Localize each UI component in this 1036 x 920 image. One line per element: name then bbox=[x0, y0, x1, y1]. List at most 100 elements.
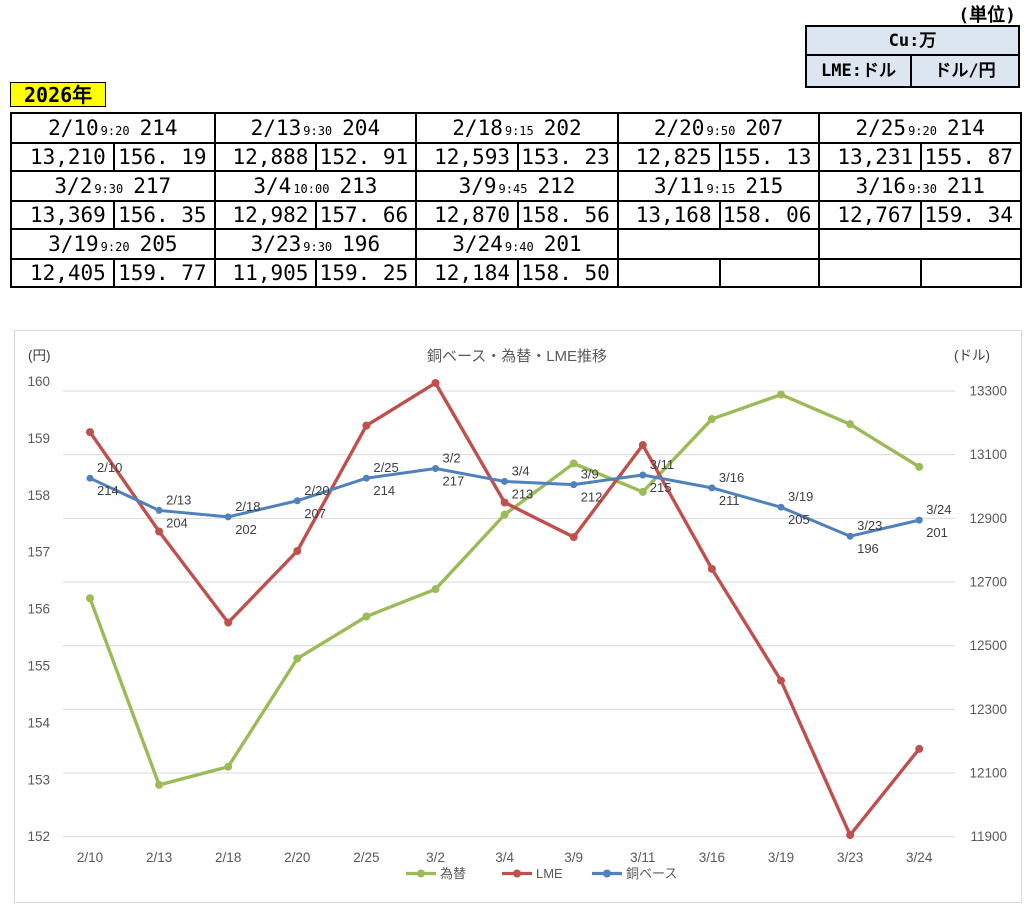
rate-cell[interactable] bbox=[920, 260, 1020, 286]
date-cell[interactable]: 3/11 9:15 215 bbox=[619, 172, 819, 200]
lme-cell[interactable]: 12,870 bbox=[434, 203, 510, 227]
lme-cell[interactable]: 11,905 bbox=[232, 261, 309, 285]
rate-cell[interactable]: 155. 87 bbox=[920, 144, 1020, 170]
legend-label: 銅ベース bbox=[626, 866, 677, 881]
rate-cell[interactable]: 155. 13 bbox=[718, 144, 819, 170]
legend-item-為替[interactable]: 為替 bbox=[406, 866, 466, 881]
unit-note: (単位) bbox=[958, 5, 1016, 26]
price-group: 3/19 9:20 205 12,405 159. 77 bbox=[12, 230, 214, 286]
data-point bbox=[500, 498, 509, 507]
data-point bbox=[915, 744, 924, 753]
series-為替 bbox=[86, 390, 924, 789]
date-cell[interactable]: 2/10 9:20 214 bbox=[12, 114, 214, 142]
time-text: 9:30 bbox=[303, 124, 333, 138]
lme-cell[interactable]: 13,231 bbox=[837, 145, 914, 169]
legend-item-銅ベース[interactable]: 銅ベース bbox=[592, 866, 677, 881]
legend-item-LME[interactable]: LME bbox=[502, 866, 563, 881]
lme-cell[interactable]: 12,825 bbox=[635, 145, 712, 169]
rate-cell[interactable]: 158. 50 bbox=[516, 260, 617, 286]
lme-cell[interactable]: 12,405 bbox=[29, 261, 106, 285]
data-point bbox=[638, 441, 647, 450]
rate-cell[interactable]: 159. 25 bbox=[315, 260, 415, 286]
date-cell[interactable] bbox=[820, 230, 1020, 258]
date-cell[interactable]: 3/9 9:45 212 bbox=[417, 172, 617, 200]
time-text: 9:20 bbox=[100, 124, 130, 138]
cu-value: 196 bbox=[342, 232, 381, 256]
date-cell[interactable] bbox=[619, 230, 819, 258]
date-text: 3/11 bbox=[653, 174, 705, 198]
x-axis-tick: 3/24 bbox=[906, 850, 933, 865]
date-text: 3/16 bbox=[855, 174, 907, 198]
lme-cell[interactable]: 12,767 bbox=[837, 203, 914, 227]
lme-cell[interactable]: 12,593 bbox=[434, 145, 510, 169]
rate-cell[interactable]: 153. 23 bbox=[516, 144, 617, 170]
lme-cell[interactable]: 13,210 bbox=[29, 145, 106, 169]
cu-value: 214 bbox=[946, 116, 985, 140]
date-text: 3/24 bbox=[452, 232, 503, 256]
point-label-date: 3/11 bbox=[650, 457, 674, 472]
time-text: 9:45 bbox=[498, 182, 528, 196]
unit-lme-cell: LME:ドル bbox=[821, 61, 896, 81]
lme-cell[interactable] bbox=[619, 260, 719, 286]
value-row: 12,767 159. 34 bbox=[820, 200, 1020, 228]
lme-cell[interactable]: 13,168 bbox=[635, 203, 712, 227]
date-cell[interactable]: 2/20 9:50 207 bbox=[619, 114, 819, 142]
rate-cell[interactable]: 158. 06 bbox=[718, 202, 819, 228]
lme-cell[interactable]: 12,888 bbox=[232, 145, 309, 169]
point-label-date: 2/10 bbox=[97, 460, 122, 475]
rate-cell[interactable]: 156. 19 bbox=[112, 144, 214, 170]
price-group: 3/4 10:00 213 12,982 157. 66 bbox=[213, 172, 416, 228]
date-cell[interactable]: 3/16 9:30 211 bbox=[820, 172, 1020, 200]
cu-value: 215 bbox=[745, 174, 784, 198]
date-cell[interactable]: 2/13 9:30 204 bbox=[216, 114, 416, 142]
cu-value: 212 bbox=[537, 174, 576, 198]
point-label-value: 205 bbox=[788, 512, 810, 527]
unit-rate-cell: ドル/円 bbox=[910, 56, 1018, 86]
point-label-date: 2/20 bbox=[304, 483, 329, 498]
data-point bbox=[570, 481, 578, 489]
data-point bbox=[777, 390, 785, 399]
rate-cell[interactable]: 159. 34 bbox=[920, 202, 1020, 228]
time-text: 9:50 bbox=[706, 124, 736, 138]
data-point bbox=[638, 487, 647, 496]
cu-value: 213 bbox=[339, 174, 378, 198]
x-axis-tick: 2/10 bbox=[77, 850, 103, 865]
date-cell[interactable]: 3/4 10:00 213 bbox=[216, 172, 416, 200]
date-cell[interactable]: 2/18 9:15 202 bbox=[417, 114, 617, 142]
lme-cell[interactable]: 13,369 bbox=[29, 203, 106, 227]
price-group bbox=[616, 230, 819, 286]
rate-cell[interactable]: 156. 35 bbox=[112, 202, 214, 228]
unit-cu-cell: Cu:万 bbox=[807, 27, 1018, 56]
legend-marker bbox=[417, 869, 425, 878]
date-cell[interactable]: 3/23 9:30 196 bbox=[216, 230, 416, 258]
rate-cell[interactable]: 158. 56 bbox=[516, 202, 617, 228]
rate-cell[interactable]: 152. 91 bbox=[315, 144, 415, 170]
date-text: 2/20 bbox=[653, 116, 705, 140]
rate-cell[interactable] bbox=[718, 260, 819, 286]
left-axis-tick: 156 bbox=[27, 602, 50, 617]
date-cell[interactable]: 3/19 9:20 205 bbox=[12, 230, 214, 258]
left-axis-tick: 155 bbox=[27, 659, 50, 674]
data-point bbox=[293, 497, 301, 505]
rate-cell[interactable]: 159. 77 bbox=[112, 260, 214, 286]
x-axis-tick: 3/23 bbox=[837, 850, 863, 865]
date-text: 2/18 bbox=[452, 116, 503, 140]
data-point bbox=[708, 484, 716, 492]
value-row: 11,905 159. 25 bbox=[215, 258, 416, 286]
lme-cell[interactable]: 12,982 bbox=[232, 203, 309, 227]
rate-cell[interactable]: 157. 66 bbox=[315, 202, 415, 228]
value-row: 13,369 156. 35 bbox=[12, 200, 214, 228]
point-label-date: 2/18 bbox=[235, 499, 260, 514]
value-row: 12,405 159. 77 bbox=[12, 258, 214, 286]
date-cell[interactable]: 2/25 9:20 214 bbox=[820, 114, 1020, 142]
date-cell[interactable]: 3/24 9:40 201 bbox=[417, 230, 617, 258]
time-text: 9:20 bbox=[100, 240, 130, 254]
lme-cell[interactable]: 12,184 bbox=[434, 261, 510, 285]
x-axis-tick: 2/13 bbox=[146, 850, 172, 865]
data-point bbox=[86, 594, 94, 603]
lme-cell[interactable] bbox=[820, 260, 920, 286]
date-text: 3/23 bbox=[250, 232, 302, 256]
date-cell[interactable]: 3/2 9:30 217 bbox=[12, 172, 214, 200]
point-label-date: 3/4 bbox=[512, 463, 530, 478]
